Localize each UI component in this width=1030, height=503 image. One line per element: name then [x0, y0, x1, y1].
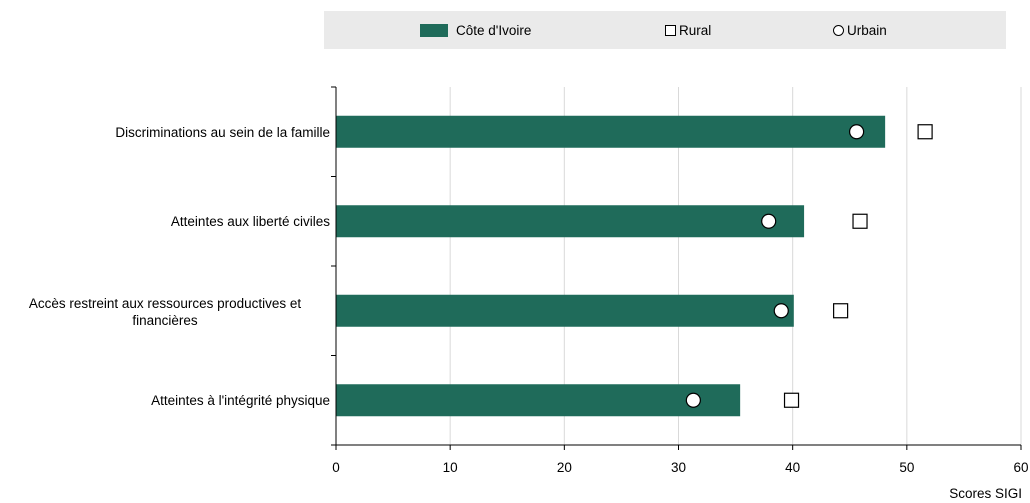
marker-rural-2	[833, 303, 849, 319]
marker-urbain-0	[848, 124, 865, 140]
category-label-integrite: Atteintes à l'intégrité physique	[151, 393, 330, 408]
legend: Côte d'Ivoire Rural Urbain	[324, 11, 1006, 49]
legend-swatch-circle	[833, 24, 844, 36]
legend-swatch-bar	[420, 23, 448, 37]
x-tick-label-4: 40	[785, 460, 800, 475]
x-axis-label: Scores SIGI	[949, 486, 1022, 501]
bar-cote-divoire-2	[336, 294, 794, 327]
legend-item-urbain: Urbain	[833, 11, 887, 49]
x-tick-label-5: 50	[899, 460, 914, 475]
x-tick-label-6: 60	[1013, 460, 1028, 475]
bar-cote-divoire-1	[336, 205, 805, 238]
bar-cote-divoire-3	[336, 384, 741, 417]
x-tick-label-1: 10	[443, 460, 458, 475]
category-label-libertes: Atteintes aux liberté civiles	[170, 214, 330, 229]
category-label-ressources: Accès restreint aux ressources productiv…	[28, 296, 302, 328]
marker-rural-0	[917, 124, 933, 140]
legend-item-cote-divoire: Côte d'Ivoire	[420, 11, 531, 49]
x-tick-label-2: 20	[557, 460, 572, 475]
category-label-famille: Discriminations au sein de la famille	[115, 125, 330, 140]
marker-urbain-2	[773, 303, 789, 319]
x-tick-label-0: 0	[332, 460, 340, 475]
marker-rural-1	[852, 213, 868, 229]
legend-label-urbain: Urbain	[847, 22, 887, 38]
legend-label-cote-divoire: Côte d'Ivoire	[456, 22, 532, 38]
legend-label-rural: Rural	[679, 22, 712, 38]
marker-urbain-3	[685, 392, 701, 408]
bar-cote-divoire-0	[336, 115, 886, 148]
legend-swatch-square	[665, 24, 676, 36]
legend-item-rural: Rural	[665, 11, 711, 49]
x-tick-label-3: 30	[671, 460, 686, 475]
marker-rural-3	[783, 392, 800, 408]
marker-urbain-1	[761, 213, 777, 229]
